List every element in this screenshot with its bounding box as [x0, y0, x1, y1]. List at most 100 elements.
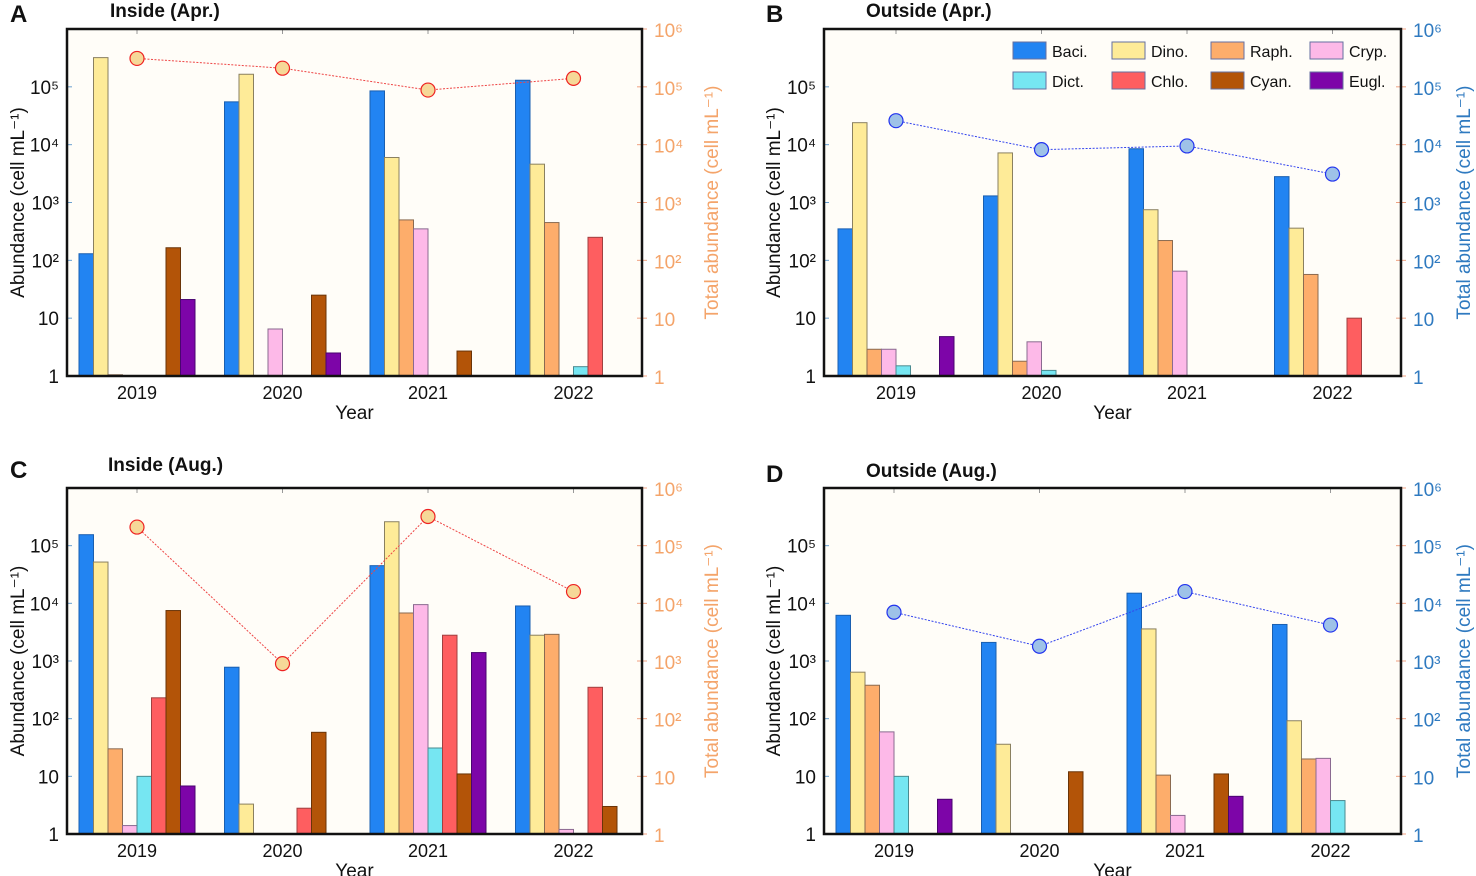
total-marker — [1322, 617, 1339, 633]
y2-tick-label: 10⁶ — [654, 21, 683, 42]
bar — [1288, 227, 1304, 377]
y2-tick-label: 10 — [654, 768, 675, 789]
x-tick-label: 2022 — [553, 383, 593, 403]
bar — [456, 773, 472, 835]
bar — [1330, 800, 1346, 835]
panel-title: Inside (Aug.) — [108, 455, 223, 476]
bar — [544, 633, 560, 835]
y-axis-label: Abundance (cell mL⁻¹) — [764, 107, 785, 298]
bar — [602, 805, 618, 835]
y-tick-label: 10⁴ — [787, 136, 816, 157]
bar — [238, 803, 254, 835]
total-marker — [1179, 138, 1195, 154]
total-marker — [1031, 638, 1048, 654]
y2-tick-label: 10 — [654, 310, 675, 331]
total-marker — [1177, 583, 1193, 600]
bar — [384, 156, 400, 377]
plot-frame — [822, 486, 1403, 836]
legend-label: Chlo. — [1151, 74, 1188, 91]
legend-swatch — [1309, 71, 1344, 90]
bar — [1274, 176, 1290, 377]
y2-tick-label: 1 — [1413, 368, 1424, 389]
y-axis-label: Abundance (cell mL⁻¹) — [764, 566, 785, 757]
bar — [107, 748, 123, 835]
bar — [881, 348, 897, 377]
legend: Baci. Dino. Raph. Cryp. Dict. Chlo. Cyan. Eugl. — [1012, 41, 1387, 91]
y-axis-label: Abundance (cell mL⁻¹) — [8, 107, 29, 298]
total-marker — [129, 50, 145, 67]
y-tick-label: 10⁴ — [30, 594, 59, 615]
bar — [997, 152, 1013, 377]
bar — [837, 228, 853, 377]
x-tick-label: 2019 — [117, 841, 157, 861]
y2-tick-label: 10⁴ — [654, 595, 683, 616]
y-tick-label: 10 — [38, 767, 59, 788]
bar — [893, 775, 909, 835]
bar — [1301, 758, 1317, 835]
bar — [1286, 720, 1302, 835]
bar — [587, 686, 603, 835]
y-tick-label: 10⁵ — [30, 537, 59, 558]
bar — [78, 534, 94, 835]
bar — [1272, 623, 1288, 835]
x-axis-label: Year — [1093, 861, 1132, 876]
bar — [151, 697, 167, 835]
bar — [852, 122, 868, 377]
bar — [471, 652, 487, 835]
y2-axis-label: Total abundance (cell mL⁻¹) — [1454, 544, 1475, 778]
y2-tick-label: 10³ — [654, 653, 681, 674]
y2-axis-label: Total abundance (cell mL⁻¹) — [702, 544, 723, 778]
total-line — [136, 57, 574, 91]
y2-tick-label: 10⁵ — [654, 538, 683, 559]
panel-title: Outside (Aug.) — [866, 461, 997, 482]
total-marker — [274, 60, 291, 76]
bar — [1128, 148, 1144, 377]
bar — [1346, 317, 1362, 377]
bar — [1228, 795, 1244, 835]
x-tick-label: 2021 — [408, 841, 448, 861]
bar — [515, 605, 531, 835]
panel-d: 1 10 10² 10³ 10⁴ 10⁵ 1 10 10² 10³ 10⁴ 10⁵ 10⁶ 2019 202… — [764, 461, 1475, 876]
y2-tick-label: 10⁶ — [1413, 21, 1442, 42]
y-tick-label: 10 — [795, 767, 816, 788]
y-tick-label: 10 — [38, 309, 59, 330]
legend-swatch — [1210, 71, 1245, 90]
x-tick-label: 2020 — [262, 841, 302, 861]
bar — [369, 565, 385, 835]
total-marker — [888, 113, 904, 129]
legend-swatch — [1012, 71, 1047, 90]
y2-tick-label: 10⁴ — [654, 137, 683, 158]
x-axis-label: Year — [335, 403, 374, 424]
y-tick-label: 10⁵ — [30, 78, 59, 99]
y-tick-label: 10³ — [32, 652, 59, 673]
x-tick-label: 2019 — [117, 383, 157, 403]
bar — [369, 90, 385, 377]
bar — [835, 614, 851, 835]
bar — [165, 247, 181, 377]
total-marker — [420, 82, 436, 98]
legend-swatch — [1210, 41, 1245, 60]
y2-tick-label: 10² — [1413, 252, 1440, 273]
y-tick-label: 10² — [32, 710, 59, 731]
legend-label: Dict. — [1052, 74, 1084, 91]
y-tick-label: 10⁴ — [787, 594, 816, 615]
x-tick-label: 2021 — [408, 383, 448, 403]
y2-tick-label: 10² — [654, 252, 681, 273]
y2-tick-label: 10⁵ — [654, 79, 683, 100]
bar — [384, 521, 400, 835]
x-tick-label: 2022 — [553, 841, 593, 861]
legend-label: Dino. — [1151, 44, 1188, 61]
y2-tick-label: 10 — [1413, 310, 1434, 331]
bar — [515, 79, 531, 377]
total-marker — [420, 508, 436, 525]
y2-tick-label: 10³ — [654, 195, 681, 216]
x-tick-label: 2021 — [1167, 383, 1207, 403]
legend-label: Cryp. — [1349, 44, 1387, 61]
x-tick-label: 2022 — [1312, 383, 1352, 403]
bar — [311, 731, 327, 835]
panel-letter: B — [766, 1, 783, 28]
legend-swatch — [1111, 41, 1146, 60]
bar — [529, 163, 545, 377]
bar — [1141, 628, 1157, 835]
